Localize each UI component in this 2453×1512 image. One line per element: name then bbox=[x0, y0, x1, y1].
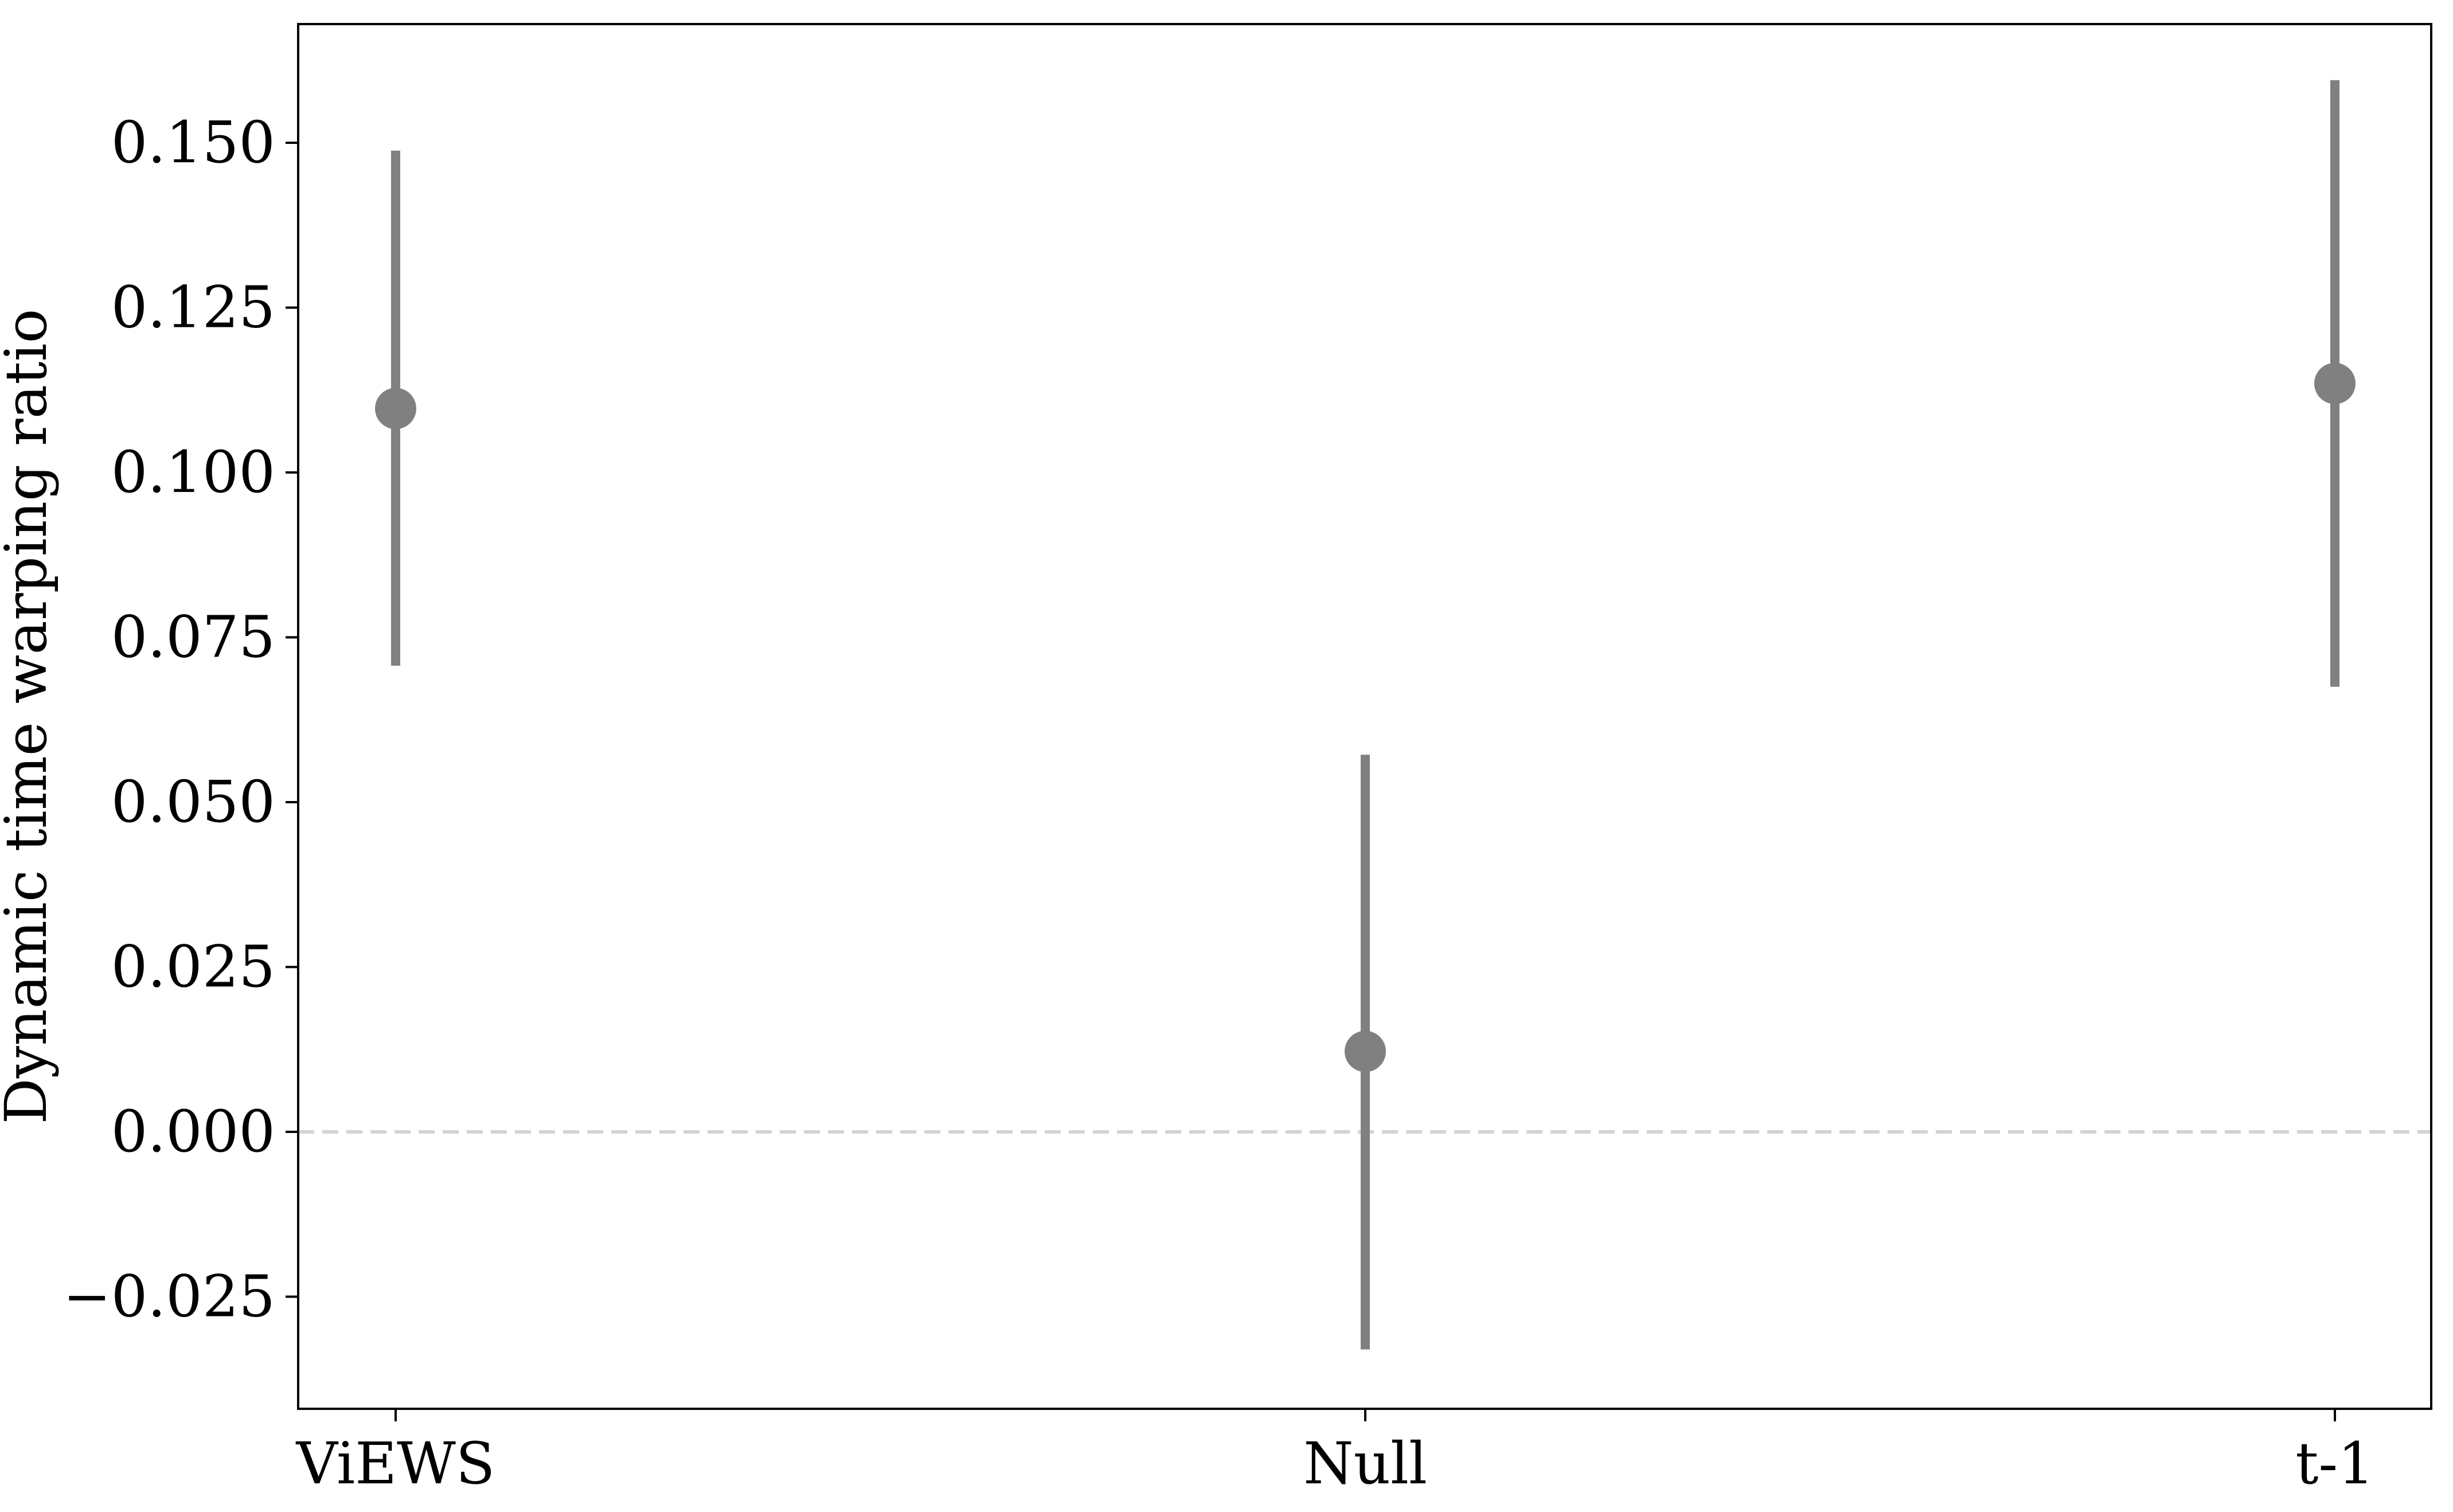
x-tick-label: Null bbox=[1303, 1430, 1427, 1497]
y-ticks: −0.025 0.000 0.025 0.050 0.075 0.100 0.125 0.15… bbox=[63, 109, 298, 1330]
y-tick-label: 0.050 bbox=[111, 768, 275, 835]
y-tick-label: 0.100 bbox=[111, 439, 275, 506]
y-tick-label: 0.025 bbox=[111, 933, 275, 1001]
y-tick-label: −0.025 bbox=[63, 1263, 275, 1330]
y-tick-label: 0.125 bbox=[111, 274, 275, 341]
y-tick-label: 0.150 bbox=[111, 109, 275, 176]
point-layer bbox=[375, 362, 2356, 1072]
x-tick-label: ViEWS bbox=[296, 1430, 495, 1497]
point-views bbox=[375, 388, 416, 429]
plot-frame bbox=[297, 23, 2432, 1410]
x-tick-label: t-1 bbox=[2295, 1430, 2374, 1497]
y-axis-label: Dynamic time warping ratio bbox=[0, 308, 60, 1124]
errorbar-layer bbox=[391, 80, 2339, 1350]
point-t-1 bbox=[2314, 362, 2356, 404]
point-null bbox=[1345, 1030, 1386, 1072]
y-tick-label: 0.000 bbox=[111, 1098, 275, 1165]
x-ticks: ViEWS Null t-1 bbox=[296, 1409, 2374, 1497]
y-tick-label: 0.075 bbox=[111, 604, 275, 671]
